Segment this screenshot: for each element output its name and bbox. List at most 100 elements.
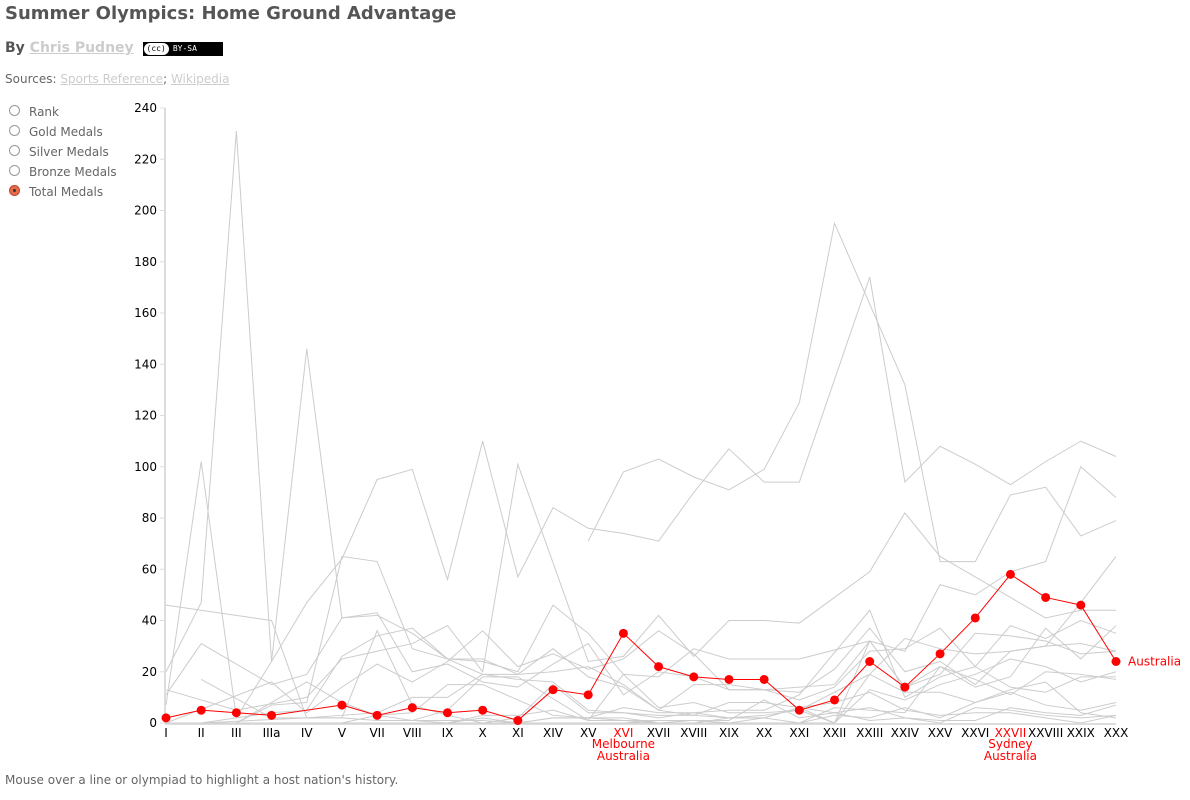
data-point[interactable] (548, 685, 558, 695)
data-point[interactable] (372, 710, 382, 720)
series-line-korea[interactable] (447, 637, 1117, 724)
radio-total-medals[interactable]: Total Medals (9, 182, 117, 202)
data-point[interactable] (654, 662, 664, 672)
data-point[interactable] (231, 708, 241, 718)
data-point[interactable] (1076, 600, 1086, 610)
radio-rank[interactable]: Rank (9, 102, 117, 122)
data-point[interactable] (1041, 592, 1051, 602)
data-point[interactable] (1005, 569, 1015, 579)
series-line-greece[interactable] (165, 604, 1117, 724)
data-point[interactable] (337, 700, 347, 710)
host-city-label: Sydney (988, 737, 1032, 751)
x-tick-label[interactable]: XXIV (891, 726, 920, 740)
x-tick-label[interactable]: I (164, 726, 168, 740)
sources-separator: ; (163, 72, 168, 86)
x-tick-label[interactable]: V (338, 726, 347, 740)
radio-label: Silver Medals (29, 145, 109, 159)
data-point[interactable] (970, 613, 980, 623)
x-tick-label[interactable]: XVII (647, 726, 671, 740)
x-tick-label[interactable]: XIV (543, 726, 564, 740)
x-tick-label[interactable]: III (231, 726, 242, 740)
host-country-label: Australia (984, 749, 1037, 763)
radio-label: Rank (29, 105, 59, 119)
host-country-label: Australia (597, 749, 650, 763)
series-line-sweden[interactable] (166, 555, 1117, 724)
data-point[interactable] (759, 674, 769, 684)
y-tick-label: 180 (134, 255, 157, 269)
series-line-finland[interactable] (201, 627, 1117, 724)
data-point[interactable] (442, 708, 452, 718)
data-point[interactable] (513, 715, 523, 725)
x-tick-label[interactable]: XVIII (680, 726, 707, 740)
series-end-label: Australia (1128, 655, 1181, 669)
x-tick-label[interactable]: X (479, 726, 487, 740)
x-tick-label[interactable]: XIX (719, 726, 739, 740)
data-point[interactable] (407, 703, 417, 713)
data-point[interactable] (618, 628, 628, 638)
cc-license-badge[interactable]: (cc) BY-SA (142, 42, 223, 56)
series-line-canada[interactable] (236, 609, 1116, 724)
data-point[interactable] (935, 649, 945, 659)
y-tick-label: 120 (134, 409, 157, 423)
x-tick-label[interactable]: XXI (789, 726, 809, 740)
author-link[interactable]: Chris Pudney (29, 40, 134, 56)
x-tick-label[interactable]: IIIa (263, 726, 281, 740)
license-label: BY-SA (172, 44, 197, 53)
x-tick-label[interactable]: XXII (823, 726, 847, 740)
series-line-great-britain[interactable] (165, 348, 1117, 720)
data-point[interactable] (583, 690, 593, 700)
y-tick-label: 20 (142, 665, 157, 679)
radio-label: Gold Medals (29, 125, 103, 139)
series-line-italy[interactable] (165, 630, 1117, 724)
x-tick-label[interactable]: VIII (403, 726, 422, 740)
data-point[interactable] (724, 674, 734, 684)
instructions-text: Mouse over a line or olympiad to highlig… (5, 773, 399, 787)
radio-gold-medals[interactable]: Gold Medals (9, 122, 117, 142)
y-tick-label: 160 (134, 306, 157, 320)
series-line-germany[interactable] (165, 462, 1116, 711)
x-tick-label[interactable]: XXV (928, 726, 953, 740)
data-point[interactable] (161, 713, 171, 723)
x-tick-label[interactable]: XXVI (961, 726, 989, 740)
data-point[interactable] (865, 657, 875, 666)
x-tick-label[interactable]: XX (756, 726, 772, 740)
series-line-united-states[interactable] (165, 131, 1117, 672)
radio-button-icon (9, 164, 20, 176)
radio-silver-medals[interactable]: Silver Medals (9, 142, 117, 162)
x-tick-label[interactable]: IV (301, 726, 314, 740)
x-tick-label[interactable]: XXVIII (1028, 726, 1063, 740)
radio-bronze-medals[interactable]: Bronze Medals (9, 162, 117, 182)
byline: By Chris Pudney (cc) BY-SA (5, 40, 223, 56)
x-tick-label[interactable]: XXIX (1067, 726, 1095, 740)
data-point[interactable] (794, 705, 804, 715)
series-line-china[interactable] (517, 465, 1117, 724)
data-point[interactable] (478, 705, 488, 715)
series-line-japan[interactable] (412, 625, 1117, 722)
x-tick-label[interactable]: VII (369, 726, 384, 740)
data-point[interactable] (830, 695, 840, 705)
x-tick-label[interactable]: XXVII (995, 726, 1027, 740)
data-point[interactable] (1111, 657, 1121, 666)
source-link-sports-reference[interactable]: Sports Reference (60, 72, 164, 86)
x-tick-label[interactable]: XVI (613, 726, 633, 740)
y-tick-label: 60 (142, 562, 157, 576)
data-point[interactable] (900, 682, 910, 692)
radio-button-icon (9, 104, 20, 116)
data-point[interactable] (196, 705, 206, 715)
x-tick-label[interactable]: XXIII (856, 726, 883, 740)
series-line-belgium[interactable] (200, 629, 1117, 724)
x-tick-label[interactable]: XI (512, 726, 524, 740)
x-tick-label[interactable]: II (198, 726, 205, 740)
series-line-soviet-union-russia[interactable] (587, 221, 1117, 563)
source-link-wikipedia[interactable]: Wikipedia (170, 72, 230, 86)
data-point[interactable] (689, 672, 699, 682)
series-line-spain[interactable] (201, 666, 1117, 724)
y-tick-label: 40 (142, 614, 157, 628)
x-tick-label[interactable]: XV (580, 726, 597, 740)
x-tick-label[interactable]: IX (442, 726, 454, 740)
radio-label: Total Medals (29, 185, 104, 199)
data-point[interactable] (267, 710, 277, 720)
sources: Sources: Sports Reference; Wikipedia (5, 72, 229, 86)
series-line-netherlands[interactable] (201, 658, 1117, 724)
x-tick-label[interactable]: XXX (1104, 726, 1129, 740)
